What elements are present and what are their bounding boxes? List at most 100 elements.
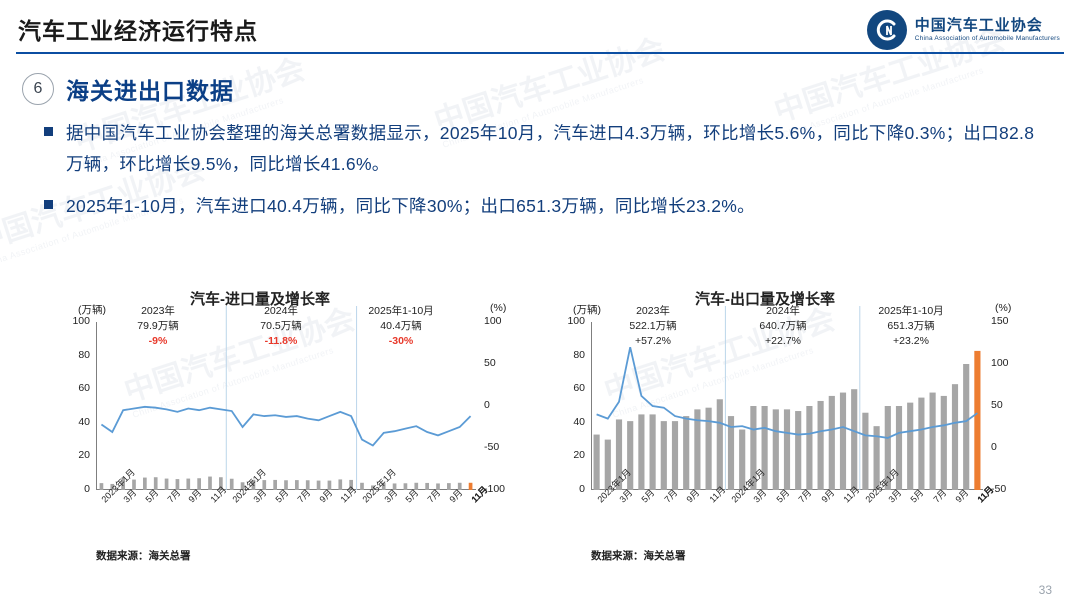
bar bbox=[638, 414, 645, 490]
bar bbox=[828, 395, 835, 490]
bar bbox=[153, 477, 158, 490]
bar bbox=[338, 479, 343, 490]
bar bbox=[262, 480, 267, 490]
y-axis-tick-right: -100 bbox=[484, 483, 506, 495]
chart-import-title: 汽车-进口量及增长率 bbox=[190, 291, 330, 308]
bar bbox=[761, 406, 768, 490]
bar bbox=[349, 479, 353, 490]
chart-import-unit-left: (万辆) bbox=[78, 304, 106, 316]
chart-export-title: 汽车-出口量及增长率 bbox=[695, 291, 835, 308]
y-axis-tick-right: 50 bbox=[484, 357, 496, 369]
bar bbox=[694, 409, 701, 490]
logo-text-cn: 中国汽车工业协会 bbox=[914, 16, 1043, 34]
y-axis-tick: 20 bbox=[573, 449, 585, 462]
section-title: 海关进出口数据 bbox=[66, 78, 234, 104]
y-axis-tick-right: -50 bbox=[991, 483, 1007, 495]
bar bbox=[627, 421, 634, 490]
bullet-square-icon bbox=[44, 200, 53, 210]
bar bbox=[392, 483, 397, 490]
bar bbox=[371, 485, 375, 490]
bar bbox=[468, 482, 473, 490]
bar bbox=[806, 406, 813, 490]
bar bbox=[974, 350, 981, 490]
chart-export-source: 数据来源：海关总署 bbox=[591, 550, 686, 562]
y-axis-tick: 100 bbox=[72, 315, 90, 327]
bar bbox=[327, 480, 332, 490]
y-axis-tick-right: 100 bbox=[991, 357, 1009, 369]
bar bbox=[164, 478, 169, 490]
bar bbox=[240, 482, 245, 490]
bar bbox=[783, 409, 791, 490]
bullet-item: 据中国汽车工业协会整理的海关总署数据显示，2025年10月，汽车进口4.3万辆，… bbox=[30, 118, 1050, 179]
y-axis-tick: 0 bbox=[84, 483, 90, 495]
chart-annotation: 2025年1-10月 651.3万辆 +23.2% bbox=[878, 305, 944, 348]
y-axis-tick: 20 bbox=[78, 449, 90, 462]
section-heading: 6 海关进出口数据 bbox=[22, 72, 234, 106]
y-axis-tick-right: -50 bbox=[484, 441, 500, 453]
bar bbox=[795, 411, 802, 490]
y-axis-tick-right: 150 bbox=[991, 315, 1009, 327]
bar bbox=[360, 482, 364, 490]
y-axis-tick: 40 bbox=[78, 415, 90, 428]
chart-import: 汽车-进口量及增长率 (万辆) (%) 数据来源：海关总署 0 20 40 60 80 1… bbox=[50, 280, 520, 580]
bullet-square-icon bbox=[44, 127, 53, 136]
y-axis-tick: 60 bbox=[573, 382, 585, 395]
y-axis-tick: 80 bbox=[573, 348, 585, 361]
chart-annotation: 2023年 79.9万辆 -9% bbox=[137, 305, 179, 348]
bar bbox=[929, 392, 936, 490]
bar bbox=[305, 480, 310, 490]
bar bbox=[727, 416, 735, 490]
bar bbox=[447, 483, 451, 490]
bar bbox=[660, 421, 667, 490]
chart-annotation: 2024年 70.5万辆 -11.8% bbox=[260, 305, 302, 348]
bar bbox=[839, 392, 847, 490]
bar bbox=[884, 406, 891, 490]
chart-annotation: 2024年 640.7万辆 +22.7% bbox=[759, 305, 807, 348]
chart-export-unit-right: (%) bbox=[995, 302, 1012, 314]
page-header: 汽车工业经济运行特点 中国汽车工业协会 China Association of… bbox=[0, 0, 1080, 58]
bar bbox=[403, 483, 408, 490]
bar bbox=[862, 412, 869, 490]
caam-logo-icon bbox=[866, 10, 907, 50]
bar bbox=[381, 482, 386, 490]
page-title: 汽车工业经济运行特点 bbox=[18, 18, 258, 44]
bullet-text: 2025年1-10月，汽车进口40.4万辆，同比下降30%；出口651.3万辆，… bbox=[66, 196, 755, 217]
bar bbox=[197, 478, 201, 490]
bar bbox=[229, 478, 234, 490]
bar bbox=[817, 400, 824, 490]
bar bbox=[918, 397, 925, 490]
y-axis-tick: 60 bbox=[78, 382, 90, 395]
bar bbox=[295, 480, 299, 490]
bar bbox=[716, 399, 723, 490]
bar bbox=[436, 483, 440, 490]
bar bbox=[143, 477, 147, 490]
bar bbox=[593, 434, 600, 490]
chart-export-unit-left: (万辆) bbox=[573, 304, 601, 316]
bar bbox=[671, 421, 679, 490]
chart-export: 汽车-出口量及增长率 (万辆) (%) 数据来源：海关总署 0 20 40 60 80 1… bbox=[545, 280, 1045, 580]
bar bbox=[907, 402, 914, 490]
bar bbox=[316, 480, 321, 490]
bar bbox=[895, 406, 903, 490]
bar bbox=[132, 479, 136, 490]
bar bbox=[615, 419, 623, 490]
bar bbox=[208, 476, 212, 490]
y-axis-tick-right: 100 bbox=[484, 315, 502, 327]
bar bbox=[940, 395, 947, 490]
bar bbox=[604, 439, 611, 490]
header-divider bbox=[16, 52, 1064, 54]
bar bbox=[750, 406, 757, 490]
plot-export-svg bbox=[593, 306, 981, 490]
growth-rate-line bbox=[100, 405, 472, 447]
bar bbox=[457, 482, 462, 490]
bar bbox=[851, 389, 858, 490]
bar bbox=[414, 482, 419, 490]
y-axis-tick: 0 bbox=[579, 483, 585, 495]
chart-annotation: 2025年1-10月 40.4万辆 -30% bbox=[368, 305, 434, 348]
association-logo: 中国汽车工业协会 China Association of Automobile… bbox=[866, 10, 1060, 50]
bar bbox=[873, 426, 880, 490]
section-number: 6 bbox=[22, 73, 54, 105]
bar bbox=[251, 479, 256, 490]
y-axis-tick-right: 50 bbox=[991, 399, 1003, 411]
page-number: 33 bbox=[1038, 583, 1052, 597]
